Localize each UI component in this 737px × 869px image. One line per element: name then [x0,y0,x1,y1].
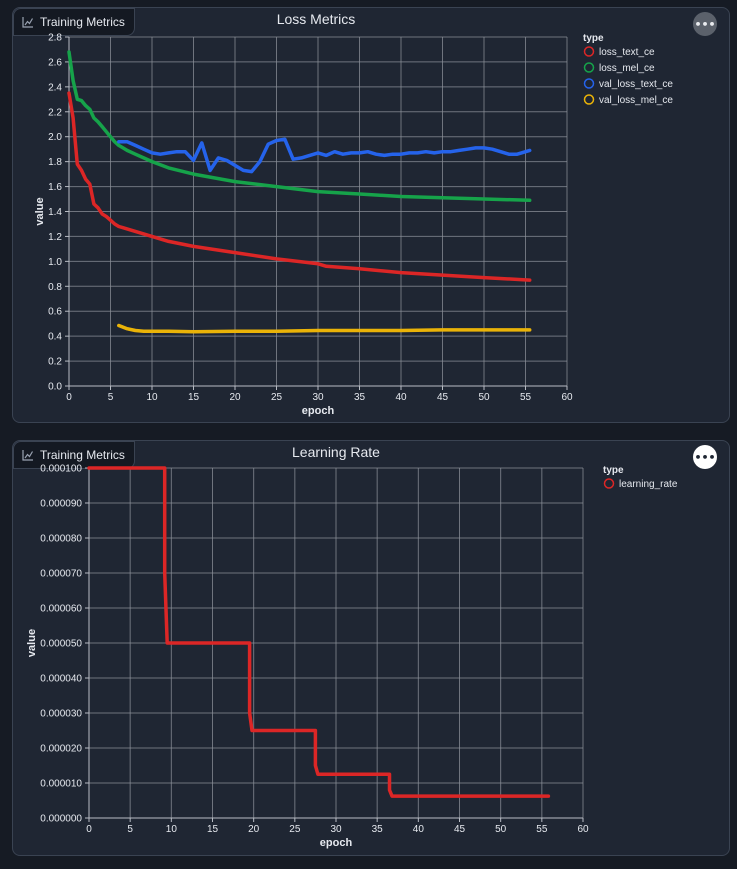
x-tick-label: 45 [454,824,466,835]
y-tick-label: 2.6 [48,57,62,68]
y-axis-title: value [26,629,38,657]
panel-tag-label: Training Metrics [40,448,125,462]
y-tick-label: 0.0 [48,382,62,393]
legend-title: type [583,33,604,44]
x-tick-label: 50 [495,824,507,835]
x-tick-label: 35 [372,824,384,835]
legend-label: val_loss_mel_ce [599,95,673,106]
y-tick-label: 0.000020 [40,744,82,755]
series-line-val-loss-text-ce [117,137,532,174]
series-line-loss-text-ce [67,91,532,282]
y-tick-label: 0.000080 [40,534,82,545]
legend-symbol [583,94,595,105]
x-tick-label: 55 [520,392,532,403]
legend-label: loss_text_ce [599,47,655,58]
x-tick-label: 20 [248,824,260,835]
learning-rate-panel: Training Metrics ••• Learning Rate 0 5 10 15… [12,440,730,856]
y-tick-label: 2.0 [48,132,62,143]
x-tick-label: 10 [146,392,158,403]
x-tick-label: 30 [312,392,324,403]
legend-label: loss_mel_ce [599,63,655,74]
chart-icon [22,449,34,461]
x-tick-label: 35 [354,392,366,403]
x-tick-label: 0 [66,392,72,403]
legend-title: type [603,465,624,476]
y-tick-label: 0.000010 [40,779,82,790]
x-tick-label: 15 [188,392,200,403]
y-tick-label: 2.2 [48,107,62,118]
y-tick-label: 0.000070 [40,569,82,580]
chart-title: Learning Rate [292,444,380,460]
y-tick-label: 0.000000 [40,814,82,825]
panel-tag-label: Training Metrics [40,15,125,29]
series-line-val-loss-mel-ce [117,323,532,334]
x-tick-label: 30 [330,824,342,835]
y-axis-title: value [34,197,46,225]
x-tick-label: 0 [86,824,92,835]
y-tick-label: 0.000030 [40,709,82,720]
x-tick-label: 5 [127,824,133,835]
loss-chart: Loss Metrics 0 5 10 15 20 25 30 35 40 45 50 55 60 0.0 0… [34,11,673,417]
y-tick-label: 0.000060 [40,604,82,615]
x-tick-label: 5 [108,392,114,403]
y-tick-label: 0.000100 [40,464,82,475]
legend-symbol [603,478,615,489]
series-line-learning-rate [87,466,551,798]
legend-symbol [583,78,595,89]
y-tick-label: 1.6 [48,182,62,193]
learning-rate-chart: Learning Rate 0 5 10 15 20 25 30 35 40 45 50 55 60 0.0… [26,444,678,849]
y-tick-label: 2.8 [48,33,62,44]
x-tick-label: 45 [437,392,449,403]
legend-label: val_loss_text_ce [599,79,673,90]
y-tick-label: 0.2 [48,357,62,368]
y-tick-label: 0.000050 [40,639,82,650]
x-tick-label: 25 [289,824,301,835]
x-tick-label: 60 [577,824,589,835]
x-tick-label: 40 [395,392,407,403]
x-tick-label: 15 [207,824,219,835]
x-axis-title: epoch [320,837,353,849]
y-tick-label: 2.4 [48,82,62,93]
chart-title: Loss Metrics [277,11,356,27]
y-tick-label: 0.000090 [40,499,82,510]
x-tick-label: 50 [478,392,490,403]
y-tick-label: 0.000040 [40,674,82,685]
x-tick-label: 55 [536,824,548,835]
legend-symbol [583,62,595,73]
loss-metrics-panel: Training Metrics ••• Loss Metrics 0 5 10 15 2… [12,7,730,423]
y-tick-label: 1.0 [48,257,62,268]
more-options-button[interactable]: ••• [693,12,717,36]
legend-label: learning_rate [619,479,678,490]
chart-icon [22,16,34,28]
x-tick-label: 20 [229,392,241,403]
x-tick-label: 25 [271,392,283,403]
series-line-loss-mel-ce [67,50,532,203]
y-tick-label: 0.6 [48,307,62,318]
legend-symbol [583,46,595,57]
y-tick-label: 0.8 [48,282,62,293]
panel-tag: Training Metrics [13,441,135,469]
more-options-button[interactable]: ••• [693,445,717,469]
y-tick-label: 1.4 [48,207,62,218]
y-tick-label: 1.2 [48,232,62,243]
x-tick-label: 40 [413,824,425,835]
x-tick-label: 60 [561,392,573,403]
x-axis-title: epoch [302,405,335,417]
y-tick-label: 0.4 [48,332,62,343]
panel-tag: Training Metrics [13,8,135,36]
y-tick-label: 1.8 [48,157,62,168]
x-tick-label: 10 [166,824,178,835]
